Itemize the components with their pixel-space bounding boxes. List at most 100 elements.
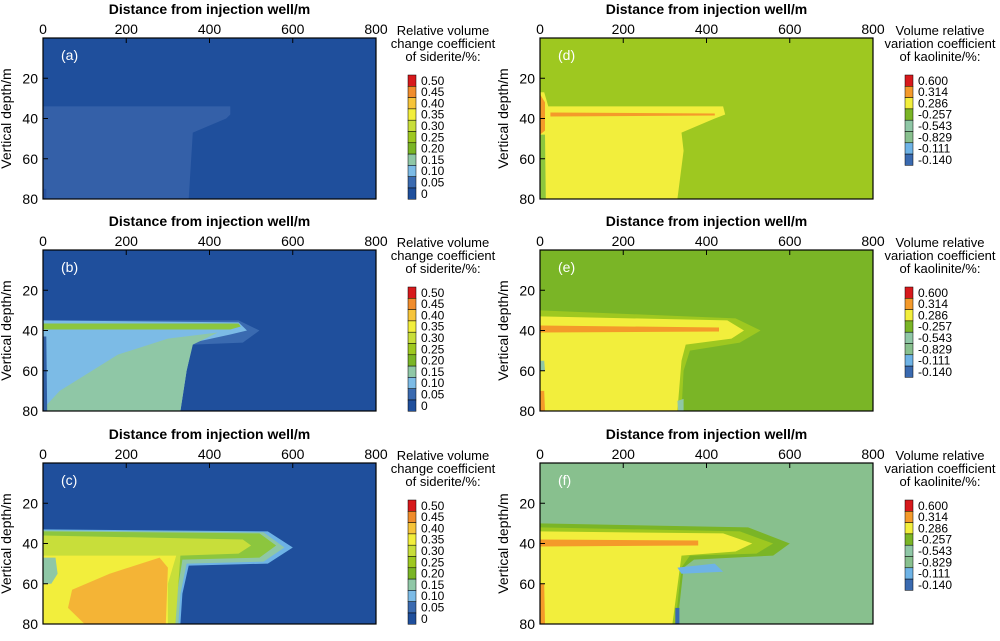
legend-level-label: -0.140 xyxy=(918,153,952,167)
legend-swatch xyxy=(904,74,914,87)
legend-level-label: 0.30 xyxy=(421,331,445,345)
legend-swatch xyxy=(904,119,914,132)
legend-level-label: 0.05 xyxy=(421,601,445,615)
legend-swatch xyxy=(904,108,914,121)
x-tick-label: 400 xyxy=(695,446,719,462)
x-tick-label: 800 xyxy=(861,21,885,37)
legend-swatch xyxy=(407,176,417,189)
panel-label: (f) xyxy=(558,472,571,488)
x-tick-label: 800 xyxy=(861,446,885,462)
legend-level-label: 0.15 xyxy=(421,578,445,592)
x-axis-title: Distance from injection well/m xyxy=(109,426,311,442)
legend-level-label: 0.50 xyxy=(421,499,445,513)
x-tick-label: 600 xyxy=(778,21,802,37)
legend-swatch xyxy=(904,522,914,535)
contour-regions xyxy=(540,92,726,199)
legend-level-label: 0.25 xyxy=(421,342,445,356)
contour-region xyxy=(675,607,680,624)
x-tick-label: 200 xyxy=(115,233,139,249)
legend-title-line: Volume relative xyxy=(896,23,985,38)
legend-level-label: 0.286 xyxy=(918,308,948,322)
legend-level-label: 0 xyxy=(421,612,428,626)
legend-swatch xyxy=(407,399,417,412)
y-tick-label: 40 xyxy=(22,536,38,552)
legend-level-label: 0.314 xyxy=(918,510,948,524)
legend-level-label: -0.111 xyxy=(918,142,951,156)
legend-title-line: Volume relative xyxy=(896,448,985,463)
y-tick-label: 20 xyxy=(22,70,38,86)
contour-region xyxy=(550,112,715,117)
y-tick-label: 40 xyxy=(519,536,535,552)
legend-swatch xyxy=(407,601,417,614)
legend-title-line: variation coefficient xyxy=(884,248,995,263)
legend-swatch xyxy=(407,556,417,569)
y-tick-label: 80 xyxy=(22,191,38,207)
legend-level-label: 0.10 xyxy=(421,589,445,603)
contour-region xyxy=(540,316,744,411)
contour-region xyxy=(540,539,699,547)
legend-title-line: variation coefficient xyxy=(884,36,995,51)
legend-swatch xyxy=(407,298,417,310)
legend-level-label: 0.10 xyxy=(421,164,445,178)
contour-regions xyxy=(540,310,761,411)
y-tick-label: 20 xyxy=(22,495,38,511)
legend-swatch xyxy=(407,86,417,98)
contour-region xyxy=(540,325,719,333)
legend-swatch xyxy=(904,544,914,557)
legend-level-label: 0.50 xyxy=(421,286,445,300)
legend-level-label: 0.35 xyxy=(421,320,445,334)
legend-title-line: Relative volume xyxy=(397,235,490,250)
legend-swatch xyxy=(904,309,914,322)
legend-swatch xyxy=(904,567,914,580)
legend-level-label: 0.600 xyxy=(918,74,948,88)
legend-swatch xyxy=(407,533,417,546)
legend-swatch xyxy=(407,131,417,144)
contour-region xyxy=(677,398,684,411)
contour-regions xyxy=(43,106,231,199)
contour-region xyxy=(43,336,48,411)
x-tick-label: 200 xyxy=(612,446,636,462)
legend-swatch xyxy=(407,544,417,557)
y-axis-title: Vertical depth/m xyxy=(0,493,14,593)
y-tick-label: 60 xyxy=(519,363,535,379)
contour-region xyxy=(540,92,726,199)
legend-level-label: 0.40 xyxy=(421,308,445,322)
legend-level-label: 0.25 xyxy=(421,555,445,569)
legend-swatch xyxy=(407,309,417,322)
x-tick-label: 200 xyxy=(612,21,636,37)
legend-level-label: 0.600 xyxy=(918,499,948,513)
legend-level-label: -0.829 xyxy=(918,342,952,356)
y-tick-label: 60 xyxy=(519,151,535,167)
legend-swatch xyxy=(904,365,914,378)
y-axis-title: Vertical depth/m xyxy=(0,68,14,168)
x-axis-title: Distance from injection well/m xyxy=(606,213,808,229)
legend-swatch xyxy=(904,343,914,356)
legend-level-label: -0.140 xyxy=(918,365,952,379)
y-tick-label: 80 xyxy=(519,403,535,419)
legend-level-label: -0.543 xyxy=(918,331,952,345)
panel-label: (e) xyxy=(558,259,575,275)
x-tick-label: 600 xyxy=(281,233,305,249)
x-tick-label: 200 xyxy=(115,21,139,37)
legend-level-label: -0.829 xyxy=(918,555,952,569)
legend-swatch xyxy=(407,320,417,333)
contour-region xyxy=(68,557,168,624)
y-tick-label: 80 xyxy=(519,191,535,207)
contour-region xyxy=(540,94,545,135)
contour-region xyxy=(43,106,231,199)
y-tick-label: 40 xyxy=(519,111,535,127)
legend-level-label: 0.45 xyxy=(421,297,445,311)
legend-level-label: 0 xyxy=(421,399,428,413)
legend-level-label: 0.20 xyxy=(421,567,445,581)
x-tick-label: 400 xyxy=(695,21,719,37)
legend-title-line: of siderite/%: xyxy=(405,49,480,64)
legend-level-label: 0.20 xyxy=(421,142,445,156)
legend-swatch xyxy=(407,343,417,356)
legend-title-line: of kaolinite/%: xyxy=(900,474,981,489)
y-tick-label: 80 xyxy=(22,616,38,632)
x-tick-label: 0 xyxy=(536,21,544,37)
legend-swatch xyxy=(904,354,914,367)
legend-swatch xyxy=(407,187,417,200)
